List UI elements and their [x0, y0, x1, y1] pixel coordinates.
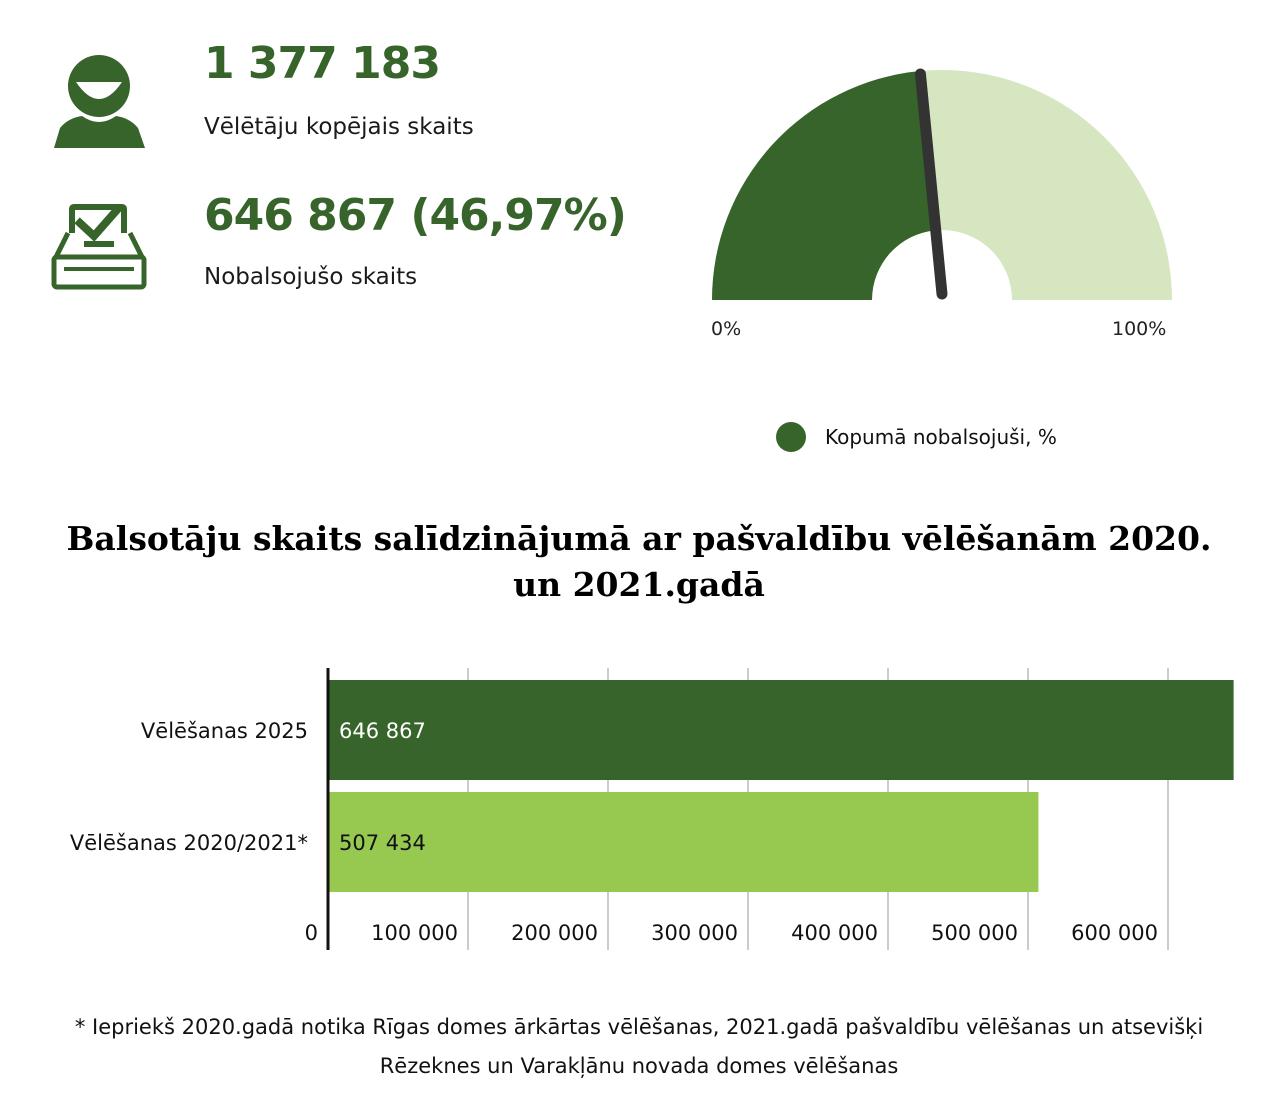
footnote: * Iepriekš 2020.gadā notika Rīgas domes … [74, 1015, 1204, 1078]
gauge-value-arc [712, 71, 936, 300]
person-icon [54, 55, 145, 148]
legend-label: Kopumā nobalsojuši, % [825, 425, 1057, 449]
category-label: Vēlēšanas 2025 [141, 719, 308, 743]
bar [328, 680, 1234, 780]
x-tick-label: 0 [305, 921, 318, 945]
legend-marker [776, 422, 806, 452]
voted-count-label: Nobalsojušo skaits [204, 264, 418, 290]
x-tick-label: 200 000 [511, 921, 598, 945]
x-tick-label: 300 000 [651, 921, 738, 945]
x-tick-label: 400 000 [791, 921, 878, 945]
total-voters-value: 1 377 183 [204, 38, 441, 89]
bar-chart: 0 100 000 200 000 300 000 400 000 500 000 600 … [70, 668, 1234, 950]
gauge-needle [914, 68, 948, 300]
total-voters-label: Vēlētāju kopējais skaits [204, 114, 474, 140]
data-label: 507 434 [339, 831, 426, 855]
category-label: Vēlēšanas 2020/2021* [70, 831, 308, 855]
gauge-max-label: 100% [1112, 318, 1167, 340]
voted-count-value: 646 867 (46,97%) [204, 190, 627, 241]
x-tick-label: 100 000 [371, 921, 458, 945]
turnout-gauge [712, 68, 1172, 300]
ballot-box-icon [51, 204, 147, 290]
gauge-min-label: 0% [711, 318, 742, 340]
data-label: 646 867 [339, 719, 426, 743]
chart-title: Balsotāju skaits salīdzinājumā ar pašval… [66, 519, 1212, 604]
x-tick-label: 500 000 [931, 921, 1018, 945]
gauge-legend: Kopumā nobalsojuši, % [776, 422, 1057, 452]
bar [328, 792, 1039, 892]
x-tick-label: 600 000 [1071, 921, 1158, 945]
